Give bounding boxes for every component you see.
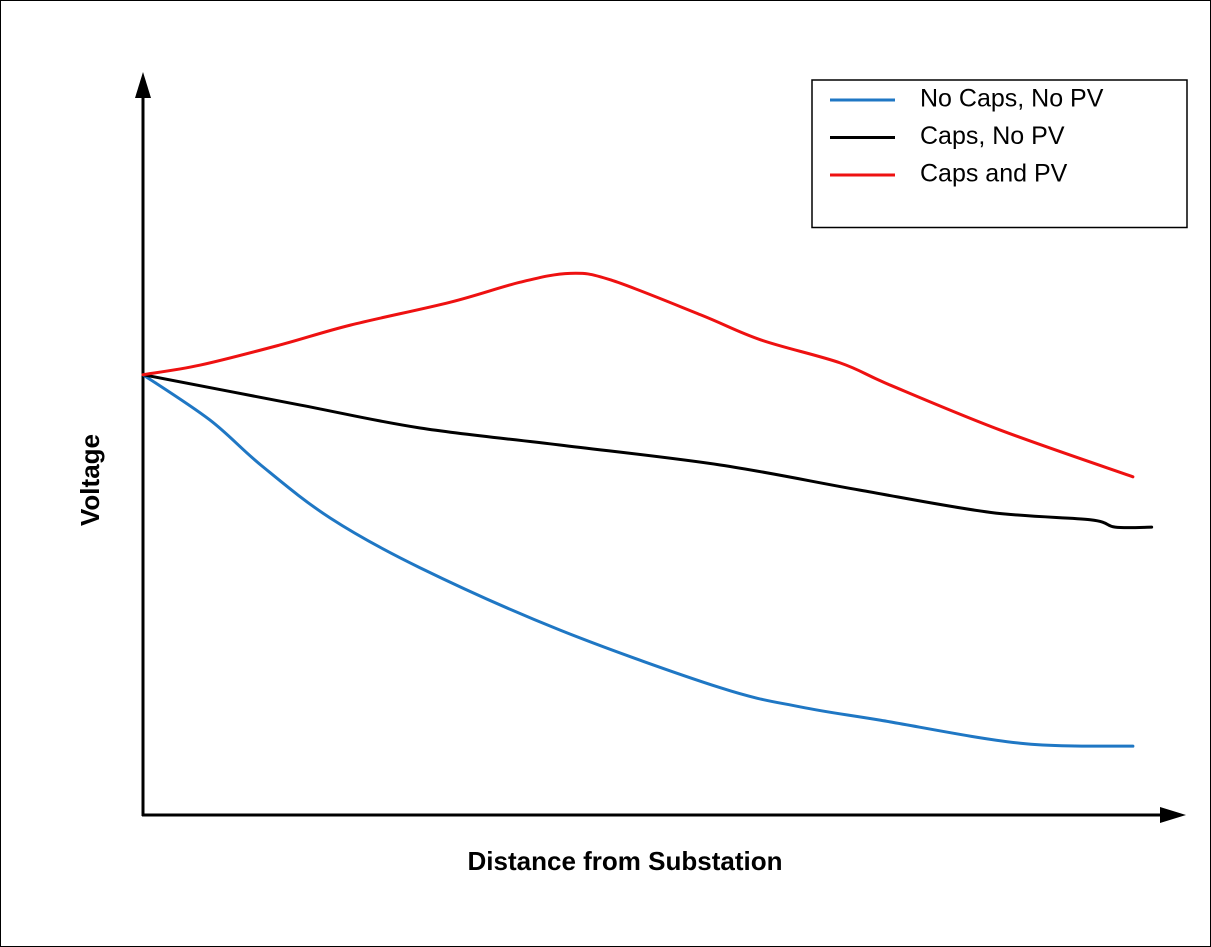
- plot-area: [141, 271, 1154, 748]
- legend: No Caps, No PV Caps, No PV Caps and PV: [811, 79, 1188, 229]
- legend-box: [811, 79, 1188, 229]
- series-line: [141, 271, 1135, 479]
- x-axis-title: Distance from Substation: [468, 846, 783, 876]
- y-axis-arrow: [135, 72, 151, 98]
- legend-label: No Caps, No PV: [920, 85, 1104, 113]
- legend-label: Caps and PV: [920, 160, 1068, 188]
- x-axis-arrow: [1160, 807, 1186, 823]
- series-line: [141, 373, 1135, 748]
- legend-label: Caps, No PV: [920, 122, 1065, 150]
- series-line: [141, 373, 1154, 530]
- y-axis-title: Voltage: [75, 434, 105, 526]
